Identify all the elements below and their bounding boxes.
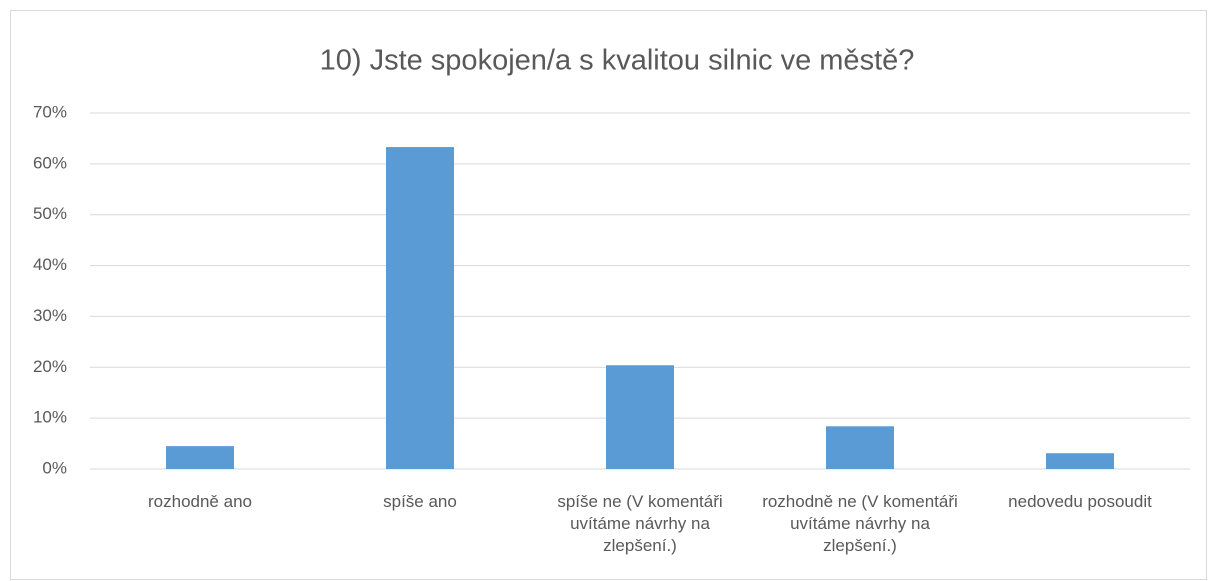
x-tick-label: nedovedu posoudit <box>1008 492 1152 511</box>
x-tick-label: rozhodně ne (V komentáři uvítáme návrhy … <box>762 492 958 555</box>
chart-border <box>10 10 1207 580</box>
y-tick-label: 20% <box>33 357 67 376</box>
bar <box>386 147 454 469</box>
x-tick-label: rozhodně ano <box>148 492 252 511</box>
bar <box>606 365 674 469</box>
x-tick-label: spíše ano <box>383 492 457 511</box>
bar <box>166 446 234 469</box>
y-tick-label: 40% <box>33 255 67 274</box>
y-tick-label: 0% <box>42 458 67 477</box>
y-tick-label: 50% <box>33 204 67 223</box>
y-tick-label: 30% <box>33 306 67 325</box>
y-tick-label: 70% <box>33 102 67 121</box>
bar <box>826 426 894 469</box>
bar <box>1046 453 1114 469</box>
x-tick-label: spíše ne (V komentáři uvítáme návrhy na … <box>557 492 723 555</box>
y-tick-label: 60% <box>33 153 67 172</box>
y-tick-label: 10% <box>33 408 67 427</box>
chart-title: 10) Jste spokojen/a s kvalitou silnic ve… <box>320 45 915 77</box>
